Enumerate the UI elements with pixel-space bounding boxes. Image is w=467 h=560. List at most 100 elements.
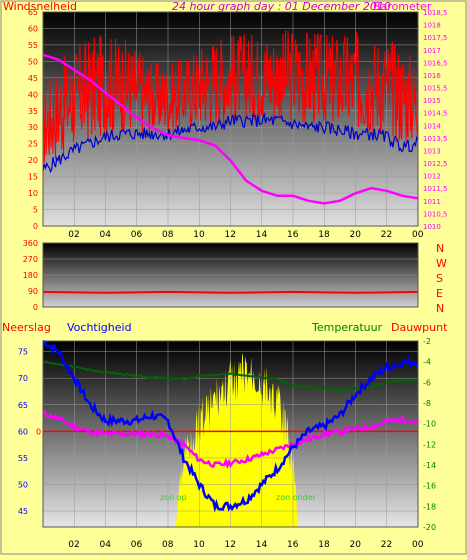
temperature-tick-label: -2 [423, 337, 431, 346]
humidity-tick-label: 65 [18, 401, 28, 410]
x-tick-label: 16 [287, 540, 299, 550]
barometer-tick-label: 1012,5 [423, 160, 448, 168]
dewpoint-series [42, 410, 419, 470]
barometer-tick-label: 1013,5 [423, 135, 448, 143]
temperature-tick-label: -6 [423, 378, 431, 387]
barometer-tick-label: 1018 [423, 22, 441, 30]
solar-series [175, 353, 298, 527]
legend-dewpoint: Dauwpunt [391, 321, 448, 334]
temperature-tick-label: -12 [423, 440, 436, 449]
barometer-tick-label: 1014 [423, 122, 441, 130]
wind-tick-label: 65 [28, 8, 38, 17]
x-tick-label: 14 [256, 230, 268, 240]
humidity-tick-label: 45 [18, 507, 28, 516]
wind-tick-label: 60 [28, 24, 38, 33]
x-tick-label: 06 [131, 540, 143, 550]
compass-label: E [436, 287, 443, 300]
wind-tick-label: 10 [28, 189, 38, 198]
humidity-tick-label: 75 [18, 348, 28, 357]
x-tick-label: 20 [350, 230, 362, 240]
x-tick-label: 02 [68, 540, 79, 550]
wind-tick-label: 35 [28, 107, 38, 116]
x-tick-label: 22 [381, 540, 392, 550]
humidity-tick-label: 50 [18, 480, 28, 489]
barometer-tick-label: 1015,5 [423, 85, 448, 93]
x-tick-label: 10 [193, 230, 205, 240]
barometer-tick-label: 1015 [423, 97, 441, 105]
temperature-tick-label: -10 [423, 420, 436, 429]
x-tick-label: 20 [350, 540, 362, 550]
temperature-series [42, 360, 419, 392]
barometer-tick-label: 1018,5 [423, 9, 448, 17]
temperature-tick-label: -14 [423, 461, 436, 470]
legend-temperature: Temperatuur [311, 321, 383, 334]
x-tick-label: 18 [318, 540, 330, 550]
direction-tick-label: 270 [23, 255, 38, 264]
wind-tick-label: 40 [28, 90, 38, 99]
gust-series [42, 30, 419, 163]
wind-tick-label: 55 [28, 41, 38, 50]
barometer-tick-label: 1010,5 [423, 210, 448, 218]
x-tick-label: 08 [162, 230, 174, 240]
humidity-series [42, 339, 419, 513]
barometer-tick-label: 1016 [423, 72, 441, 80]
x-tick-label: 16 [287, 230, 299, 240]
x-tick-label: 00 [412, 540, 424, 550]
x-tick-label: 02 [68, 230, 79, 240]
temperature-tick-label: -18 [423, 502, 436, 511]
direction-tick-label: 360 [23, 239, 38, 248]
x-tick-label: 04 [100, 230, 112, 240]
x-tick-label: 06 [131, 230, 143, 240]
wind-tick-label: 15 [28, 173, 38, 182]
sunset-annotation: zon onder [276, 493, 317, 502]
wind-tick-label: 25 [28, 140, 38, 149]
humidity-panel-plot [42, 339, 419, 513]
humidity-tick-label: 60 [18, 427, 28, 436]
wind-axis-label: Windsnelheid [3, 0, 77, 13]
barometer-tick-label: 1016,5 [423, 59, 448, 67]
legend-humidity: Vochtigheid [67, 321, 132, 334]
compass-label: N [436, 242, 444, 255]
barometer-tick-label: 1012 [423, 173, 441, 181]
wind-panel-frame [42, 11, 419, 227]
humidity-panel-frame [42, 340, 419, 528]
humidity-panel-axes: 45 50 55 60 65 70 75 -2 -4 -6 -8 -10 -12 -14 -16 -18 -20… [18, 337, 436, 550]
wind-tick-label: 20 [28, 156, 38, 165]
legend-precipitation: Neerslag [2, 321, 51, 334]
barometer-tick-label: 1017,5 [423, 34, 448, 42]
precipitation-zero-label: 0 [36, 427, 41, 436]
wind-panel-axes: 0510152025303540455055606510101010,51011… [28, 8, 448, 240]
barometer-tick-label: 1014,5 [423, 110, 448, 118]
humidity-tick-label: 55 [18, 454, 28, 463]
humidity-tick-label: 70 [18, 374, 28, 383]
compass-label: W [436, 257, 447, 270]
barometer-tick-label: 1011,5 [423, 185, 448, 193]
wind-tick-label: 0 [33, 222, 38, 231]
x-tick-label: 14 [256, 540, 268, 550]
wind-tick-label: 45 [28, 74, 38, 83]
wind-panel-plot [42, 30, 419, 205]
direction-tick-label: 180 [23, 271, 38, 280]
compass-label: N [436, 302, 444, 315]
barometer-tick-label: 1013 [423, 147, 441, 155]
temperature-tick-label: -8 [423, 399, 431, 408]
barometer-series [42, 53, 419, 205]
temperature-tick-label: -16 [423, 482, 436, 491]
compass-label: S [436, 272, 443, 285]
x-tick-label: 00 [412, 230, 424, 240]
direction-tick-label: 90 [28, 287, 38, 296]
direction-tick-label: 0 [33, 303, 38, 312]
wind-average-series [42, 112, 419, 174]
x-tick-label: 04 [100, 540, 112, 550]
x-tick-label: 12 [225, 230, 236, 240]
direction-panel-plot [42, 290, 419, 294]
direction-panel-frame [42, 242, 419, 308]
direction-series [42, 290, 419, 294]
barometer-tick-label: 1017 [423, 47, 441, 55]
x-tick-label: 08 [162, 540, 174, 550]
wind-tick-label: 50 [28, 57, 38, 66]
